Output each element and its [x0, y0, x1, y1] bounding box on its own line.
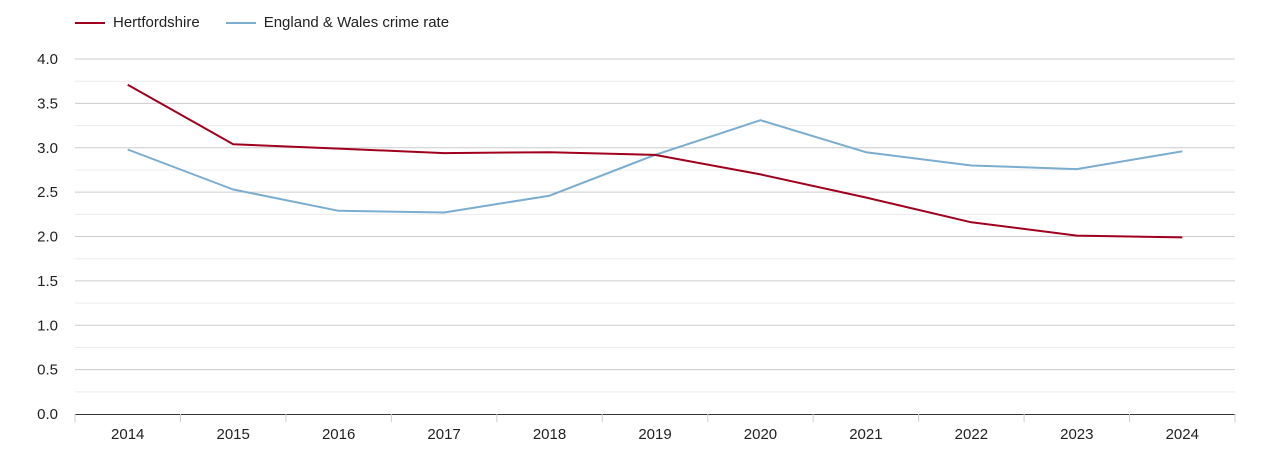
- x-tick-label: 2024: [1166, 426, 1199, 443]
- y-tick-label: 2.5: [37, 184, 58, 201]
- y-tick-label: 3.0: [37, 140, 58, 157]
- x-tick-label: 2021: [849, 426, 882, 443]
- x-tick-label: 2017: [427, 426, 460, 443]
- series-line-hertfordshire: [127, 83, 1183, 239]
- y-tick-label: 0.5: [37, 362, 58, 379]
- y-tick-label: 0.0: [37, 406, 58, 423]
- x-tick-label: 2020: [744, 426, 777, 443]
- x-tick-label: 2023: [1060, 426, 1093, 443]
- legend-label-hertfordshire: Hertfordshire: [113, 14, 200, 31]
- x-tick-label: 2016: [322, 426, 355, 443]
- legend-swatch-england-wales: [225, 21, 256, 24]
- legend-swatch-hertfordshire: [75, 21, 105, 24]
- legend-item-england-wales[interactable]: England & Wales crime rate: [225, 14, 450, 31]
- legend-item-hertfordshire[interactable]: Hertfordshire: [75, 14, 200, 31]
- y-tick-label: 4.0: [37, 51, 58, 68]
- y-tick-label: 2.0: [37, 229, 58, 246]
- x-tick-label: 2014: [111, 426, 144, 443]
- series-line-england-wales: [127, 119, 1183, 214]
- x-tick-label: 2019: [638, 426, 671, 443]
- x-tick-label: 2022: [955, 426, 988, 443]
- legend: Hertfordshire England & Wales crime rate: [75, 14, 475, 31]
- x-tick-label: 2015: [216, 426, 249, 443]
- y-tick-label: 1.5: [37, 273, 58, 290]
- y-tick-label: 1.0: [37, 317, 58, 334]
- y-tick-label: 3.5: [37, 95, 58, 112]
- legend-label-england-wales: England & Wales crime rate: [263, 14, 450, 31]
- x-tick-label: 2018: [533, 426, 566, 443]
